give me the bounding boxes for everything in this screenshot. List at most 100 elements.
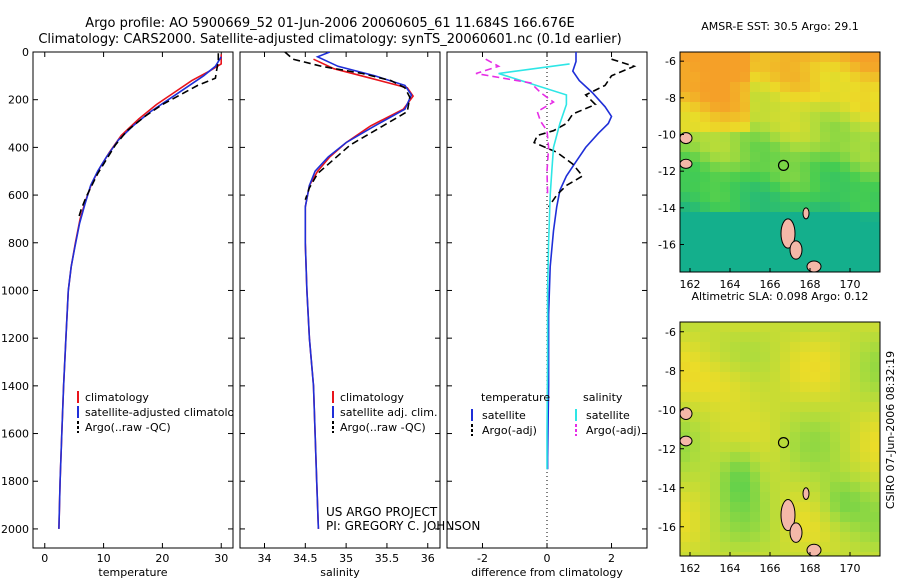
map-cell (760, 102, 771, 113)
map-cell (780, 542, 791, 553)
map-y-tick-label: -12 (658, 165, 676, 178)
legend-label: climatology (85, 391, 149, 404)
map-cell (710, 512, 721, 523)
map-cell (850, 532, 861, 543)
map-cell (700, 202, 711, 213)
map-cell (690, 72, 701, 83)
map-cell (860, 512, 871, 523)
map-cell (840, 252, 851, 263)
map-cell (710, 342, 721, 353)
map-cell (720, 72, 731, 83)
map-x-tick-label: 168 (800, 278, 821, 291)
map-cell (740, 412, 751, 423)
map-cell (730, 472, 741, 483)
map-cell (770, 322, 781, 333)
map-cell (870, 52, 880, 63)
map-cell (740, 382, 751, 393)
map-cell (830, 332, 841, 343)
x-tick-label: 34.5 (293, 552, 318, 565)
map-cell (690, 362, 701, 373)
map-cell (850, 92, 861, 103)
map-cell (870, 412, 880, 423)
map-cell (770, 492, 781, 503)
map-cell (760, 522, 771, 533)
legend-label: satellite (586, 409, 630, 422)
map-cell (790, 382, 801, 393)
map-cell (850, 232, 861, 243)
map-cell (700, 222, 711, 233)
map-cell (720, 332, 731, 343)
map-cell (790, 362, 801, 373)
map-cell (730, 262, 741, 272)
map-cell (870, 142, 880, 153)
map-cell (680, 522, 691, 533)
map-cell (740, 322, 751, 333)
map-y-tick-label: -14 (658, 202, 676, 215)
map-cell (710, 242, 721, 253)
map-cell (790, 112, 801, 123)
map-cell (810, 242, 821, 253)
map-cell (770, 482, 781, 493)
map-cell (810, 182, 821, 193)
map-cell (790, 482, 801, 493)
argo-position-marker (777, 159, 790, 171)
map-cell (750, 402, 761, 413)
map-cell (690, 142, 701, 153)
map-cell (780, 362, 791, 373)
map-cell (700, 122, 711, 133)
map-cell (730, 182, 741, 193)
map-cell (780, 152, 791, 163)
map-cell (730, 512, 741, 523)
map-cell (710, 372, 721, 383)
map-cell (710, 142, 721, 153)
map-cell (770, 392, 781, 403)
x-axis-label: difference from climatology (471, 566, 623, 579)
map-cell (730, 82, 741, 93)
map-cell (740, 232, 751, 243)
map-cell (830, 192, 841, 203)
map-cell (760, 552, 771, 556)
island-shape (789, 522, 803, 543)
map-cell (800, 92, 811, 103)
map-cell (760, 462, 771, 473)
map-cell (740, 422, 751, 433)
map-cell (870, 132, 880, 143)
map-cell (760, 372, 771, 383)
map-cell (700, 462, 711, 473)
map-cell (840, 452, 851, 463)
map-y-tick-label: -6 (665, 326, 676, 339)
x-tick-label: -2 (477, 552, 488, 565)
map-cell (750, 132, 761, 143)
map-cell (830, 432, 841, 443)
map-cell (770, 462, 781, 473)
map-cell (710, 252, 721, 263)
map-y-tick-label: -8 (665, 92, 676, 105)
map-cell (780, 482, 791, 493)
map-cell (680, 52, 691, 63)
map-cell (750, 122, 761, 133)
map-cell (830, 242, 841, 253)
map-cell (790, 552, 801, 556)
map-cell (730, 92, 741, 103)
map-cell (750, 502, 761, 513)
map-cell (710, 62, 721, 73)
map-cell (820, 162, 831, 173)
map-cell (840, 102, 851, 113)
map-cell (680, 532, 691, 543)
map-cell (800, 412, 811, 423)
map-cell (690, 512, 701, 523)
map-cell (760, 392, 771, 403)
map-cell (720, 62, 731, 73)
map-cell (850, 382, 861, 393)
map-cell (710, 552, 721, 556)
map-cell (760, 142, 771, 153)
map-cell (770, 452, 781, 463)
map-cell (700, 372, 711, 383)
island-shape (789, 240, 803, 260)
map-cell (810, 52, 821, 63)
map-cell (830, 392, 841, 403)
map-cell (740, 372, 751, 383)
map-cell (680, 182, 691, 193)
map-cell (820, 482, 831, 493)
map-cell (730, 212, 741, 223)
